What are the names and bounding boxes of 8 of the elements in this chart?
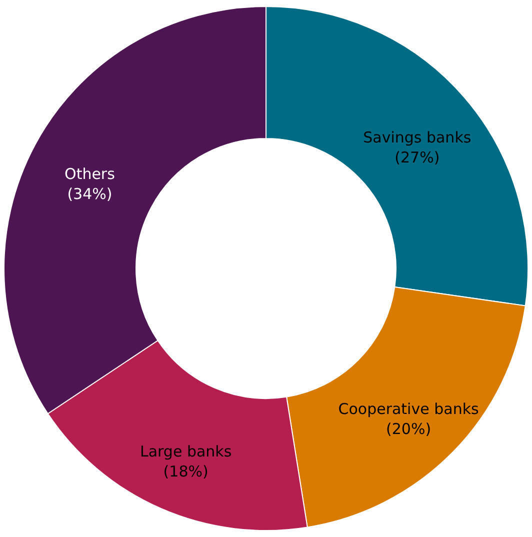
data-label: (27%) (394, 148, 440, 167)
data-label: (18%) (163, 462, 208, 481)
data-label: (20%) (386, 420, 432, 438)
slice-label: Large banks (140, 442, 232, 461)
slice-label: Others (64, 165, 116, 184)
slice-label: Cooperative banks (338, 400, 480, 418)
slice-label: Savings banks (363, 128, 472, 147)
data-label: (34%) (67, 185, 112, 204)
